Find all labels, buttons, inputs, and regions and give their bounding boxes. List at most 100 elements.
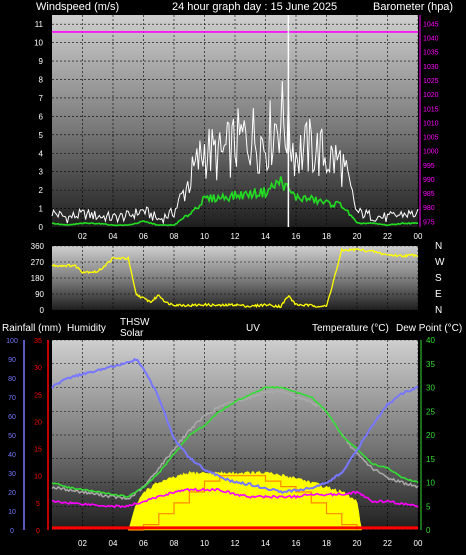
wind-gust-line	[51, 80, 419, 225]
windspeed-tick-label: 4	[39, 149, 44, 158]
direction-tick-label: 270	[31, 258, 45, 267]
temperature-tick-label: 30	[426, 384, 435, 393]
rainfall-tick-label: 0	[36, 528, 40, 535]
x-tick-label: 04	[109, 232, 118, 241]
windspeed-tick-label: 0	[39, 223, 44, 232]
x-tick-label: 20	[353, 232, 362, 241]
x-tick-label: 02	[78, 539, 87, 548]
compass-label: N	[435, 305, 442, 316]
humidity-tick-label: 90	[8, 357, 16, 364]
windspeed-tick-label: 5	[39, 131, 44, 140]
barometer-tick-label: 990	[423, 177, 435, 184]
barometer-tick-label: 975	[423, 219, 435, 226]
x-tick-label: 16	[292, 232, 301, 241]
x-tick-label: 10	[200, 232, 209, 241]
x-tick-label: 00	[414, 232, 423, 241]
windspeed-tick-label: 8	[39, 76, 44, 85]
compass-label: S	[435, 273, 442, 284]
barometer-tick-label: 985	[423, 191, 435, 198]
windspeed-tick-label: 11	[35, 20, 44, 29]
windspeed-axis-label: Windspeed (m/s)	[36, 1, 119, 13]
dewpoint-label: Dew Point (°C)	[396, 323, 462, 334]
humidity-tick-label: 80	[8, 376, 16, 383]
x-tick-label: 12	[231, 539, 240, 548]
temperature-tick-label: 20	[426, 431, 435, 440]
x-tick-label: 06	[139, 539, 148, 548]
barometer-tick-label: 1000	[423, 149, 439, 156]
humidity-axis-label: Humidity	[67, 323, 106, 334]
windspeed-tick-label: 3	[39, 168, 44, 177]
x-tick-label: 22	[383, 539, 392, 548]
uv-line	[128, 475, 358, 531]
windspeed-tick-label: 2	[39, 186, 44, 195]
x-tick-label: 16	[292, 539, 301, 548]
x-tick-label: 06	[139, 232, 148, 241]
rainfall-tick-label: 5	[36, 501, 40, 508]
wind-direction-line	[51, 247, 419, 309]
humidity-tick-label: 0	[10, 528, 14, 535]
compass-label: W	[435, 257, 445, 268]
windspeed-tick-label: 1	[39, 205, 44, 214]
barometer-tick-label: 1025	[423, 78, 439, 85]
solar-label: Solar	[120, 328, 144, 339]
direction-tick-label: 90	[35, 290, 44, 299]
humidity-tick-label: 20	[8, 490, 16, 497]
x-tick-label: 04	[109, 539, 118, 548]
temperature-tick-label: 0	[426, 526, 431, 535]
temperature-tick-label: 15	[426, 455, 435, 464]
uv-label: UV	[246, 323, 260, 334]
graph-title: 24 hour graph day : 15 June 2025	[172, 1, 337, 13]
rainfall-tick-label: 15	[34, 447, 42, 454]
x-tick-label: 20	[353, 539, 362, 548]
direction-tick-label: 0	[40, 306, 45, 315]
dewpoint-line	[51, 487, 419, 509]
barometer-tick-label: 1020	[423, 92, 439, 99]
humidity-tick-label: 60	[8, 414, 16, 421]
barometer-tick-label: 1040	[423, 36, 439, 43]
windspeed-tick-label: 10	[34, 39, 43, 48]
x-tick-label: 08	[170, 232, 179, 241]
barometer-tick-label: 1010	[423, 120, 439, 127]
temperature-axis-label: Temperature (°C)	[312, 323, 389, 334]
x-tick-label: 00	[414, 539, 423, 548]
x-tick-label: 18	[322, 539, 331, 548]
humidity-tick-label: 40	[8, 452, 16, 459]
rainfall-tick-label: 10	[34, 474, 42, 481]
temperature-tick-label: 10	[426, 479, 435, 488]
barometer-tick-label: 995	[423, 163, 435, 170]
temperature-tick-label: 40	[426, 336, 435, 345]
rainfall-tick-label: 25	[34, 392, 42, 399]
x-tick-label: 10	[200, 539, 209, 548]
solar-area	[128, 470, 362, 531]
x-tick-label: 14	[261, 539, 270, 548]
temperature-tick-label: 25	[426, 407, 435, 416]
windspeed-tick-label: 9	[39, 57, 44, 66]
barometer-tick-label: 1035	[423, 50, 439, 57]
humidity-tick-label: 30	[8, 471, 16, 478]
compass-label: E	[435, 289, 442, 300]
x-tick-label: 12	[231, 232, 240, 241]
x-tick-label: 02	[78, 232, 87, 241]
humidity-tick-label: 100	[6, 338, 18, 345]
temperature-tick-label: 35	[426, 360, 435, 369]
windspeed-tick-label: 6	[39, 112, 44, 121]
x-tick-label: 22	[383, 232, 392, 241]
rainfall-tick-label: 20	[34, 419, 42, 426]
direction-tick-label: 360	[31, 242, 45, 251]
direction-tick-label: 180	[31, 274, 45, 283]
barometer-tick-label: 1030	[423, 64, 439, 71]
x-tick-label: 14	[261, 232, 270, 241]
rainfall-tick-label: 35	[34, 338, 42, 345]
rainfall-tick-label: 30	[34, 365, 42, 372]
compass-label: N	[435, 241, 442, 252]
barometer-axis-label: Barometer (hpa)	[373, 1, 453, 13]
x-tick-label: 18	[322, 232, 331, 241]
barometer-tick-label: 1045	[423, 21, 439, 28]
barometer-tick-label: 1005	[423, 135, 439, 142]
barometer-tick-label: 980	[423, 205, 435, 212]
humidity-line	[51, 357, 419, 495]
windspeed-tick-label: 7	[39, 94, 44, 103]
wind-average-line	[51, 176, 418, 227]
x-tick-label: 08	[170, 539, 179, 548]
